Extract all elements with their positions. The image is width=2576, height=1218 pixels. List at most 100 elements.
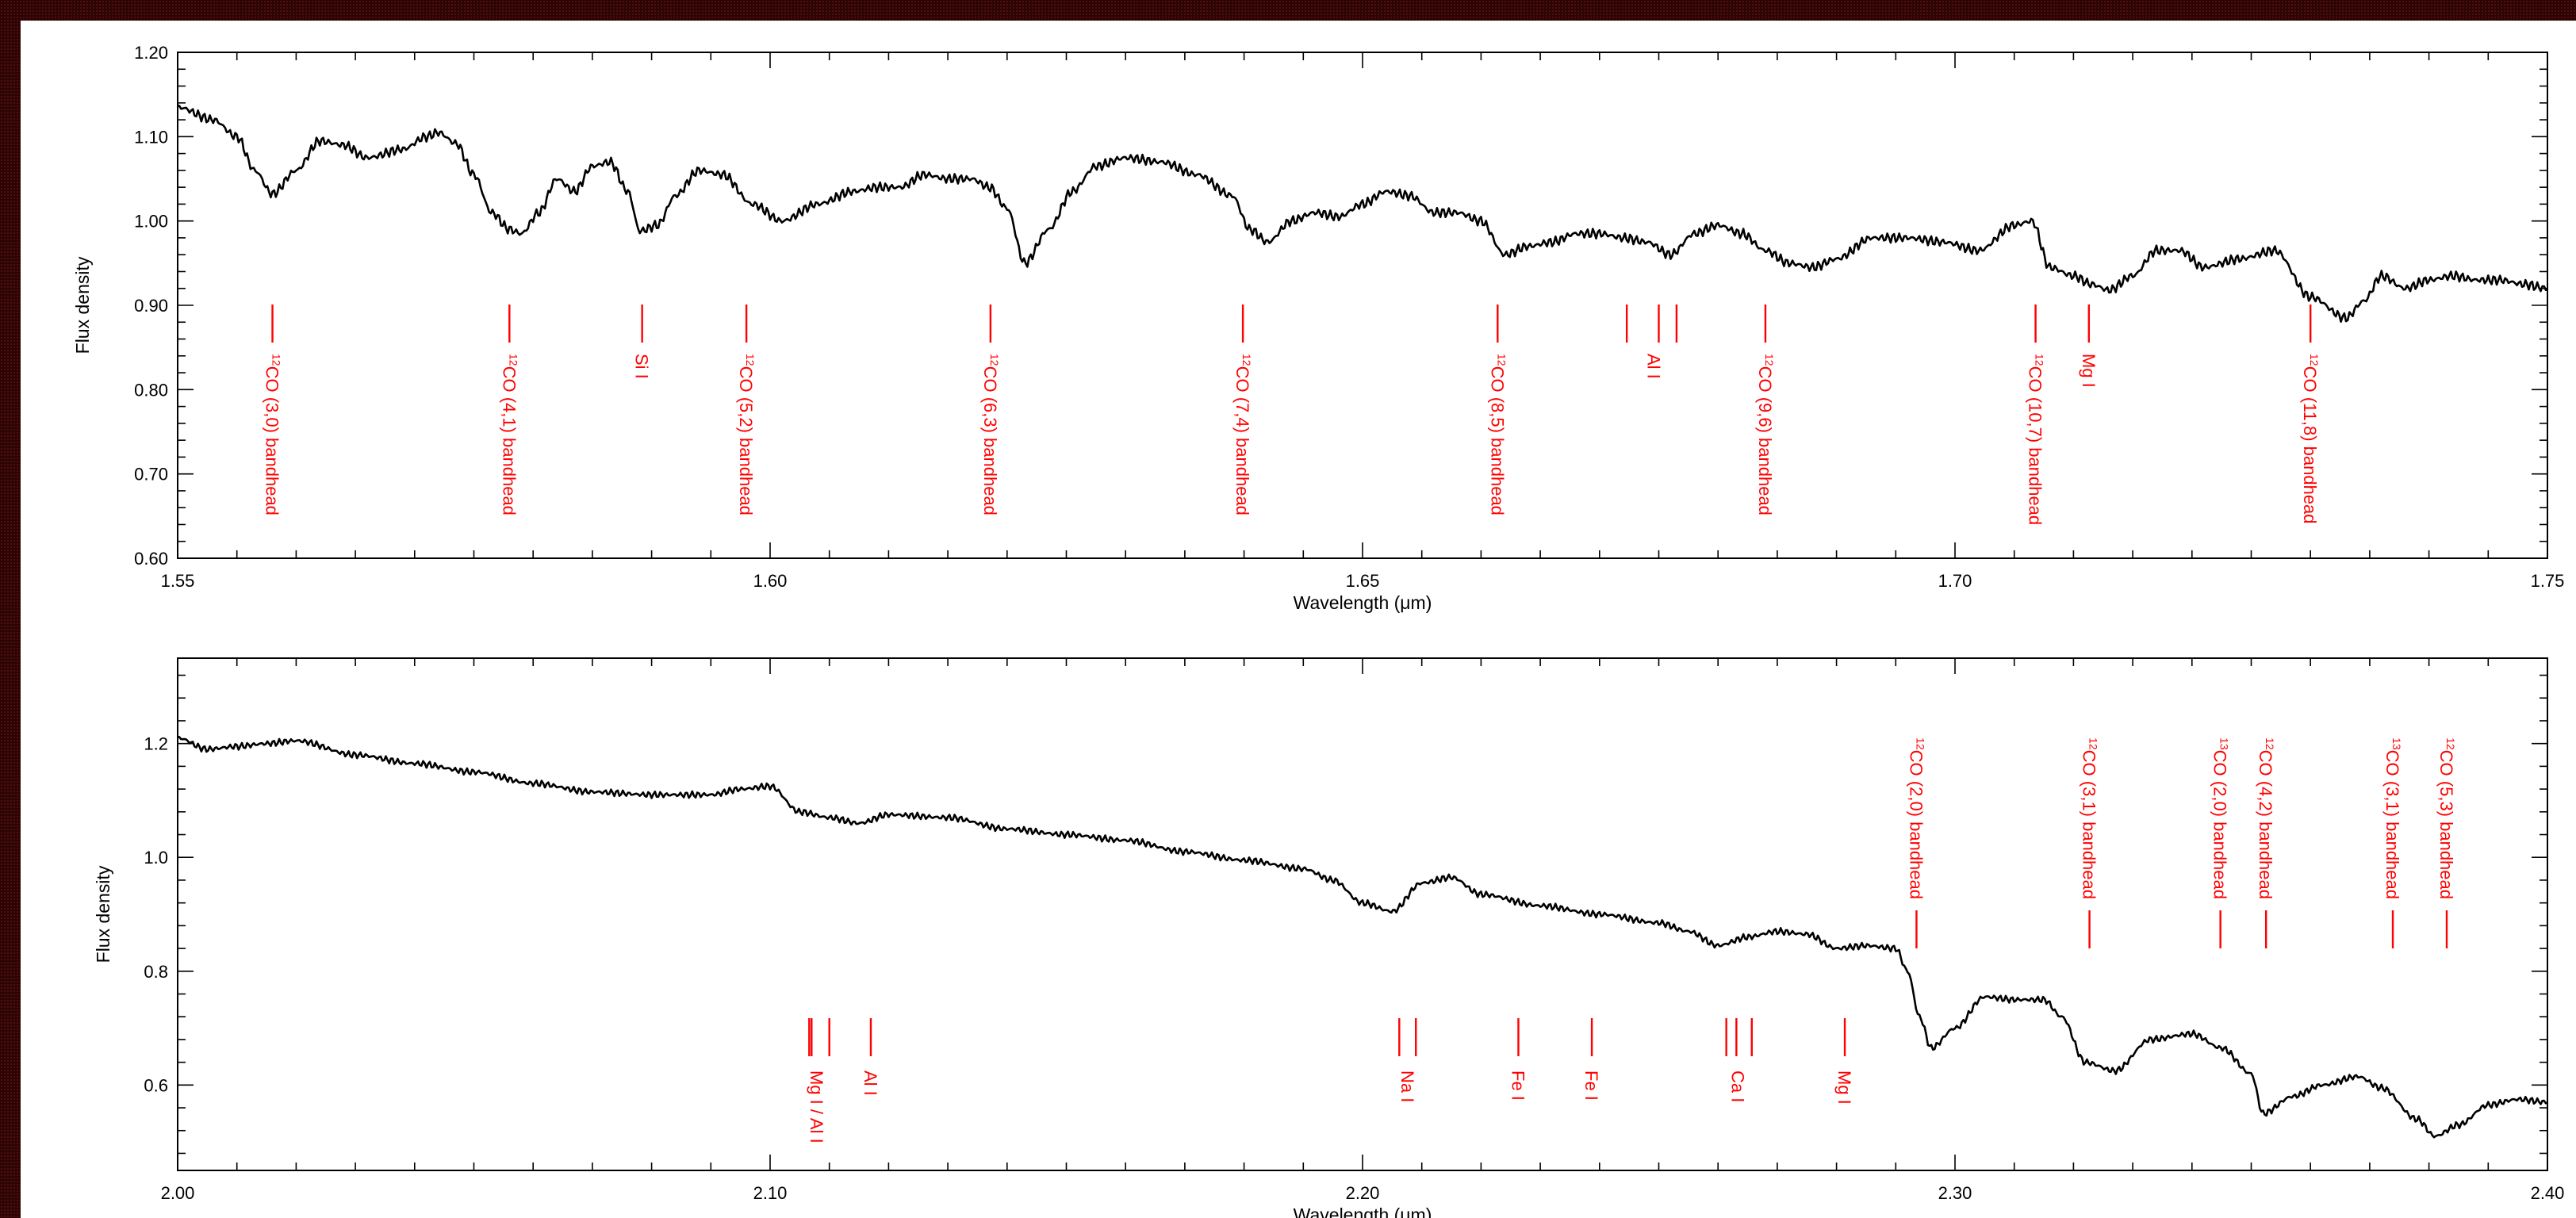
y-tick-label: 1.20 [134, 43, 168, 63]
annotation-text: CO (6,3) bandhead [980, 366, 1000, 515]
line-annotation: 12CO (2,0) bandhead [1906, 737, 1926, 948]
x-tick-label: 1.60 [753, 571, 788, 591]
line-annotation: Fe I [1581, 1018, 1601, 1101]
x-tick-label: 1.65 [1346, 571, 1380, 591]
annotation-label: 12CO (5,3) bandhead [2436, 737, 2457, 899]
y-tick-label: 1.10 [134, 127, 168, 147]
annotation-text: CO (8,5) bandhead [1487, 366, 1507, 515]
annotation-label: Al I [1644, 354, 1664, 379]
line-annotation: 12CO (4,2) bandhead [2256, 737, 2276, 948]
y-tick-label: 0.70 [134, 465, 168, 485]
line-annotation: 12CO (4,1) bandhead [499, 304, 519, 515]
y-tick-label: 0.8 [144, 962, 168, 982]
annotation-text: CO (5,2) bandhead [736, 366, 756, 515]
line-annotation: 12CO (3,0) bandhead [263, 304, 283, 515]
isotope-superscript: 12 [1914, 737, 1926, 750]
annotation-text: CO (4,1) bandhead [499, 366, 519, 515]
annotation-text: CO (4,2) bandhead [2256, 750, 2275, 899]
x-tick-label: 1.70 [1938, 571, 1972, 591]
annotation-text: CO (5,3) bandhead [2436, 750, 2456, 899]
line-annotation: 12CO (5,3) bandhead [2436, 737, 2457, 948]
x-tick-label: 2.40 [2531, 1183, 2565, 1203]
x-tick-label: 1.75 [2531, 571, 2565, 591]
line-annotation: Ca I [1725, 1018, 1753, 1102]
annotation-label: 12CO (8,5) bandhead [1487, 354, 1508, 515]
line-annotation: Al I [861, 1018, 880, 1096]
annotation-text: CO (10,7) bandhead [2026, 366, 2045, 526]
x-tick-label: 2.10 [753, 1183, 788, 1203]
isotope-superscript: 13 [2390, 737, 2403, 750]
y-tick-label: 0.6 [144, 1075, 168, 1095]
plot-frame [177, 657, 2548, 1171]
y-axis-label: Flux density [93, 865, 113, 963]
isotope-superscript: 13 [2218, 737, 2231, 750]
annotation-label: 12CO (3,1) bandhead [2080, 737, 2100, 899]
y-tick-label: 0.90 [134, 296, 168, 316]
isotope-superscript: 12 [270, 354, 283, 366]
isotope-superscript: 12 [507, 354, 519, 366]
isotope-superscript: 12 [2087, 737, 2100, 750]
isotope-superscript: 12 [1495, 354, 1508, 366]
isotope-superscript: 12 [2264, 737, 2276, 750]
annotation-label: 13CO (3,1) bandhead [2382, 737, 2403, 899]
annotation-label: Si I [632, 354, 652, 379]
annotation-label: Ca I [1728, 1071, 1748, 1102]
x-tick-label: 1.55 [161, 571, 195, 591]
isotope-superscript: 12 [744, 354, 757, 366]
isotope-superscript: 12 [2034, 354, 2046, 366]
line-annotation: Na I [1397, 1018, 1417, 1102]
line-annotation: 12CO (7,4) bandhead [1232, 304, 1253, 515]
spectrum-series-1 [177, 104, 2548, 324]
annotation-label: 12CO (7,4) bandhead [1232, 354, 1253, 515]
line-annotation: Fe I [1508, 1018, 1528, 1101]
line-annotation: Mg I [1834, 1018, 1854, 1105]
isotope-superscript: 12 [2308, 354, 2321, 366]
annotation-label: Fe I [1508, 1071, 1528, 1101]
plot-frame [177, 52, 2548, 559]
annotation-text: CO (3,0) bandhead [263, 366, 282, 515]
isotope-superscript: 12 [988, 354, 1001, 366]
figure-canvas: 1.55 1.60 1.65 1.70 1.75 0.60 0.70 0.80 0.90 1.00… [21, 21, 2576, 1218]
line-annotation: 13CO (3,1) bandhead [2382, 737, 2403, 948]
x-tick-label: 2.00 [161, 1183, 195, 1203]
line-annotation: Al I [1625, 304, 1678, 379]
y-tick-label: 0.60 [134, 549, 168, 569]
annotation-label: 12CO (2,0) bandhead [1906, 737, 1926, 899]
spectrum-series-1 [177, 735, 2548, 1139]
isotope-superscript: 12 [1763, 354, 1776, 366]
line-annotation: 13CO (2,0) bandhead [2210, 737, 2231, 948]
panel-2: 2.00 2.10 2.20 2.30 2.40 0.6 0.8 1.0 1.2 Waveleng… [93, 657, 2565, 1218]
line-annotation: 12CO (5,2) bandhead [736, 304, 757, 515]
isotope-superscript: 12 [1240, 354, 1253, 366]
annotation-text: CO (9,6) bandhead [1755, 366, 1775, 515]
x-axis-label: Wavelength (μm) [1294, 592, 1432, 613]
panel-1: 1.55 1.60 1.65 1.70 1.75 0.60 0.70 0.80 0.90 1.00… [72, 43, 2564, 613]
line-annotation: Mg I [2079, 304, 2099, 388]
x-tick-label: 2.20 [1346, 1183, 1380, 1203]
x-axis-label: Wavelength (μm) [1294, 1205, 1432, 1218]
annotation-label: Mg I / Al I [807, 1071, 826, 1143]
line-annotation: 12CO (6,3) bandhead [980, 304, 1001, 515]
annotation-label: 12CO (4,1) bandhead [499, 354, 519, 515]
y-axis-label: Flux density [72, 256, 93, 354]
annotation-text: CO (2,0) bandhead [1906, 750, 1926, 899]
annotation-label: 12CO (9,6) bandhead [1755, 354, 1776, 515]
x-tick-label: 2.30 [1938, 1183, 1972, 1203]
line-annotation: 12CO (10,7) bandhead [2026, 304, 2046, 525]
annotation-label: 13CO (2,0) bandhead [2210, 737, 2231, 899]
annotation-label: 12CO (3,0) bandhead [263, 354, 283, 515]
annotation-label: 12CO (11,8) bandhead [2300, 354, 2321, 524]
y-tick-label: 1.00 [134, 212, 168, 232]
y-tick-label: 1.0 [144, 848, 168, 868]
line-annotation: 12CO (8,5) bandhead [1487, 304, 1508, 515]
annotation-text: CO (7,4) bandhead [1232, 366, 1252, 515]
annotation-label: Al I [861, 1071, 880, 1096]
line-annotation: Mg I / Al I [807, 1018, 830, 1143]
line-annotation: 12CO (9,6) bandhead [1755, 304, 1776, 515]
line-annotation: Si I [632, 304, 652, 379]
line-annotation: 12CO (11,8) bandhead [2300, 304, 2321, 524]
spectrum-figure: 1.55 1.60 1.65 1.70 1.750.600.700.800.901.00… [72, 43, 2565, 1218]
annotation-label: 12CO (6,3) bandhead [980, 354, 1001, 515]
annotation-text: CO (3,1) bandhead [2382, 750, 2402, 899]
annotation-label: Mg I [1834, 1071, 1854, 1105]
